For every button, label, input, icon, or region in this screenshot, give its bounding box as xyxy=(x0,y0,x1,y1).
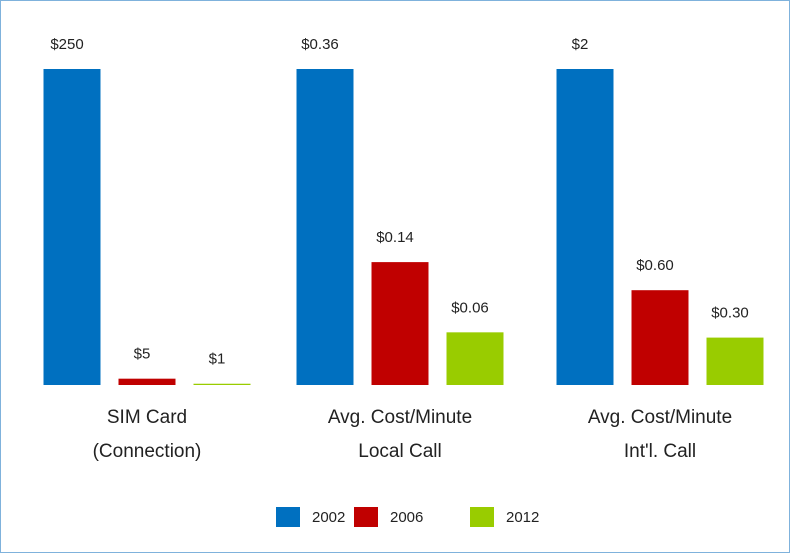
bar xyxy=(556,69,614,385)
bar xyxy=(631,290,689,385)
bar xyxy=(193,383,251,385)
bar xyxy=(296,69,354,385)
legend-label: 2006 xyxy=(390,509,423,526)
value-label: $5 xyxy=(134,346,151,363)
value-label: $2 xyxy=(572,36,589,53)
legend-label: 2012 xyxy=(506,509,539,526)
bar xyxy=(43,69,101,385)
legend-label: 2002 xyxy=(312,509,345,526)
category-label: SIM Card xyxy=(107,407,187,428)
bar xyxy=(706,337,764,385)
legend-swatch xyxy=(354,507,378,527)
bar xyxy=(446,332,504,385)
category-label: (Connection) xyxy=(93,441,202,462)
category-label: Avg. Cost/Minute xyxy=(328,407,472,428)
value-label: $0.60 xyxy=(636,257,674,274)
bar xyxy=(371,262,429,385)
value-label: $0.30 xyxy=(711,305,749,322)
bar xyxy=(118,378,176,385)
value-label: $0.14 xyxy=(376,229,414,246)
value-label: $250 xyxy=(50,36,83,53)
value-label: $0.36 xyxy=(301,36,339,53)
category-label: Local Call xyxy=(358,441,441,462)
legend-swatch xyxy=(470,507,494,527)
value-label: $1 xyxy=(209,351,226,368)
legend-swatch xyxy=(276,507,300,527)
value-label: $0.06 xyxy=(451,299,489,316)
category-label: Avg. Cost/Minute xyxy=(588,407,732,428)
category-label: Int'l. Call xyxy=(624,441,696,462)
